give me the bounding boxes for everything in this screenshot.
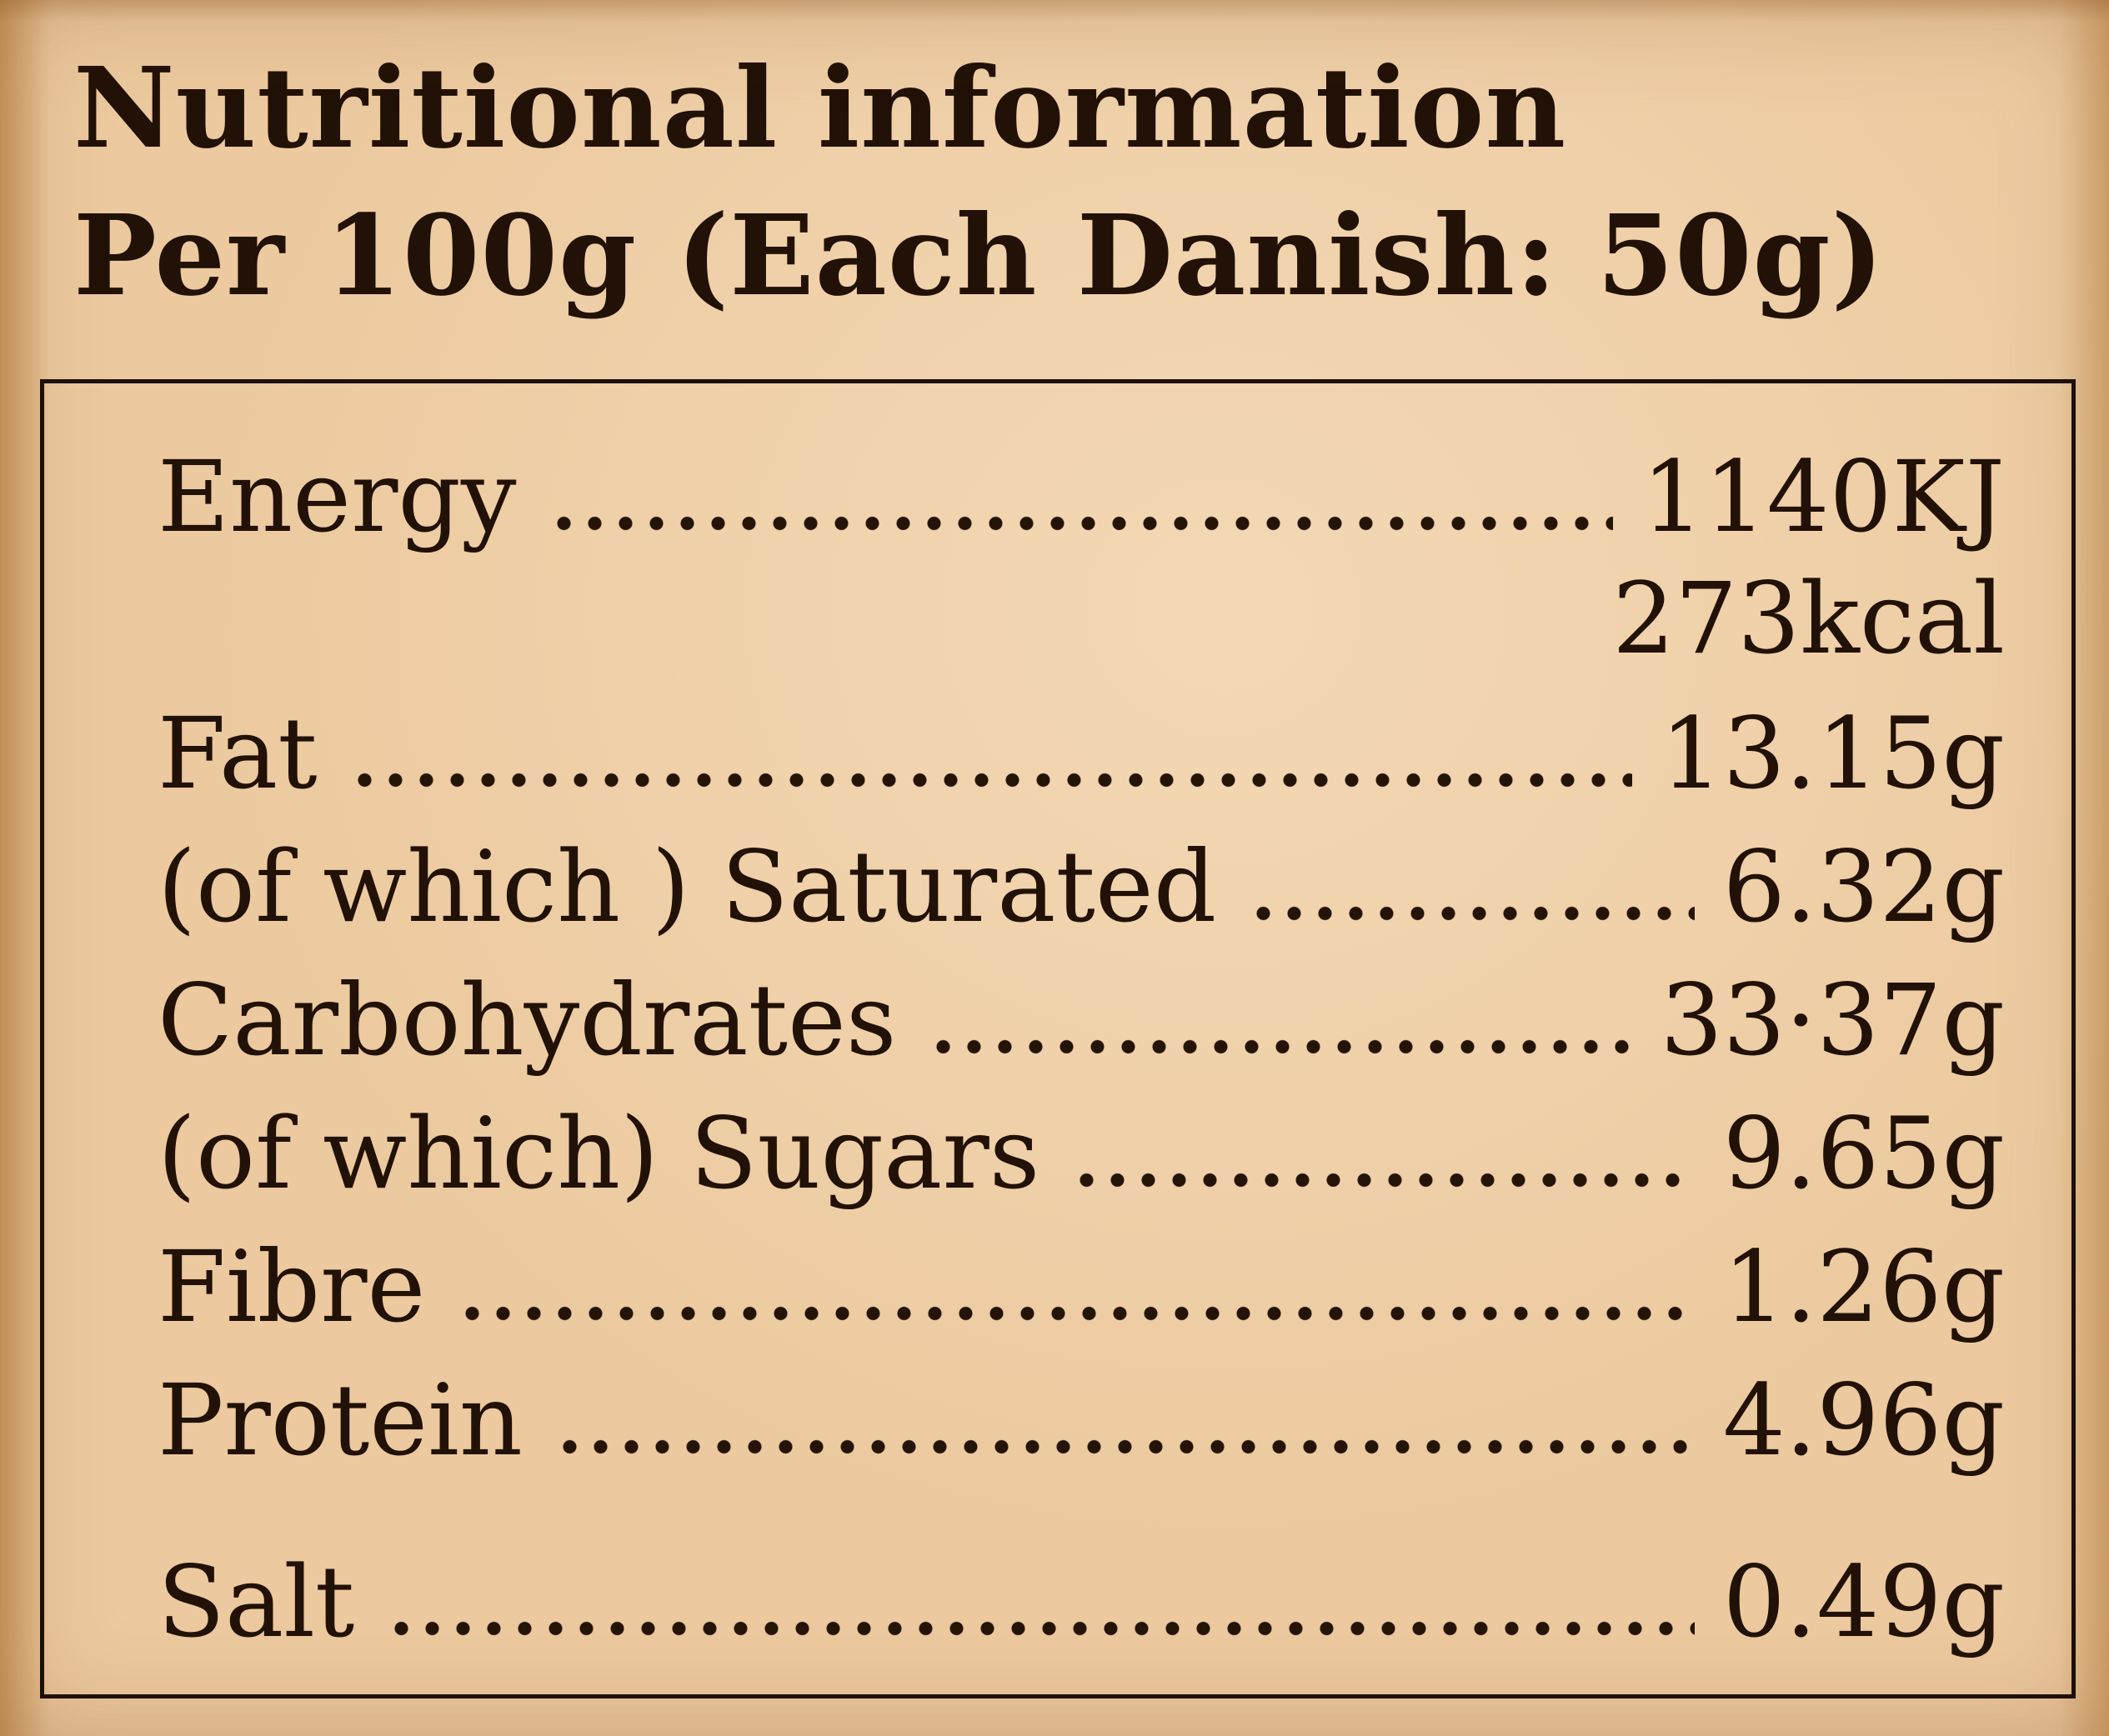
nutrient-name: (of which ) Saturated xyxy=(158,829,1217,944)
nutrition-table: Energy 1140KJ 273kcal Fat 13.15g (of whi… xyxy=(40,379,2076,1698)
nutrient-name: Energy xyxy=(158,439,517,554)
nutrient-name: Fibre xyxy=(158,1229,426,1344)
nutrient-value: 0.49g xyxy=(1722,1544,2005,1659)
nutrient-value: 9.65g xyxy=(1722,1096,2005,1211)
label-subtitle: Per 100g (Each Danish: 50g) xyxy=(73,190,1885,321)
dot-leader xyxy=(1248,905,1695,922)
nutrient-value: 6.32g xyxy=(1722,829,2005,944)
nutrient-name: Protein xyxy=(158,1363,523,1478)
dot-leader xyxy=(1071,1172,1695,1188)
nutrient-name: Fat xyxy=(158,696,318,811)
label-header: Nutritional information Per 100g (Each D… xyxy=(0,0,2109,330)
nutrient-value: 1140KJ xyxy=(1641,439,2005,554)
nutrition-row-energy: Energy 1140KJ xyxy=(158,440,2005,553)
nutrient-name: Carbohydrates xyxy=(158,963,897,1078)
nutrition-row-protein: Protein 4.96g xyxy=(158,1363,2005,1477)
nutrition-row-energy-kcal: 273kcal xyxy=(158,562,2005,675)
nutrient-value: 4.96g xyxy=(1722,1363,2005,1478)
dot-leader xyxy=(928,1038,1632,1055)
nutrient-name: Salt xyxy=(158,1544,355,1659)
nutrient-name: (of which) Sugars xyxy=(158,1096,1040,1211)
dot-leader xyxy=(548,515,1614,532)
nutrient-value: 1.26g xyxy=(1722,1229,2005,1344)
nutrition-row-sugars: (of which) Sugars 9.65g xyxy=(158,1097,2005,1210)
dot-leader xyxy=(554,1438,1695,1455)
nutrition-row-carbohydrates: Carbohydrates 33·37g xyxy=(158,963,2005,1077)
nutrition-row-saturated: (of which ) Saturated 6.32g xyxy=(158,830,2005,943)
nutrition-row-fibre: Fibre 1.26g xyxy=(158,1230,2005,1343)
dot-leader xyxy=(348,772,1632,788)
nutrition-row-fat: Fat 13.15g xyxy=(158,697,2005,810)
nutrient-value: 273kcal xyxy=(1612,561,2005,676)
nutrient-value: 33·37g xyxy=(1660,963,2005,1078)
dot-leader xyxy=(457,1305,1695,1322)
nutrition-row-salt: Salt 0.49g xyxy=(158,1545,2005,1658)
nutrient-value: 13.15g xyxy=(1660,696,2005,811)
label-title: Nutritional information xyxy=(73,43,1567,173)
dot-leader xyxy=(386,1620,1695,1637)
